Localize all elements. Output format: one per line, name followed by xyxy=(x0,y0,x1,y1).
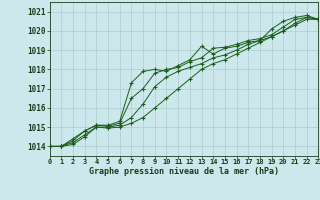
X-axis label: Graphe pression niveau de la mer (hPa): Graphe pression niveau de la mer (hPa) xyxy=(89,167,279,176)
